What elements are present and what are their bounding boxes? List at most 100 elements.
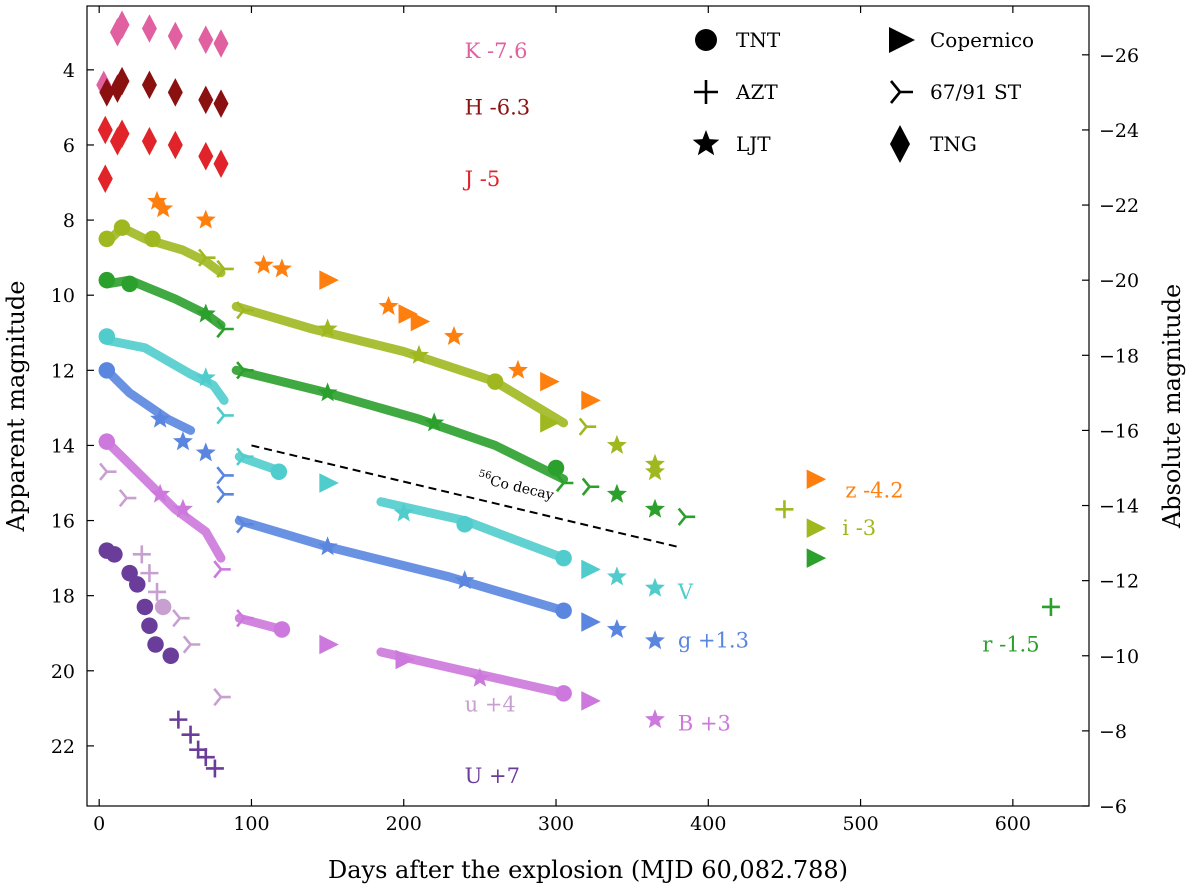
point-u (172, 609, 190, 628)
legend-label: 67/91 ST (930, 80, 1022, 104)
point-U (136, 598, 154, 616)
x-tick-label: 500 (842, 813, 878, 835)
point-H (213, 89, 229, 118)
point-i (486, 373, 504, 390)
point-z (806, 469, 827, 489)
point-H (114, 66, 130, 96)
point-u (182, 635, 201, 654)
point-V (393, 502, 414, 522)
point-J (141, 126, 157, 156)
point-g (216, 466, 234, 485)
point-u (140, 564, 159, 583)
point-r (216, 319, 234, 339)
x-axis-title: Days after the explosion (MJD 60,082.788… (328, 856, 848, 884)
point-U (147, 636, 164, 653)
point-u (99, 462, 117, 481)
point-J (97, 164, 113, 194)
point-i (540, 413, 560, 433)
point-r (677, 507, 696, 526)
point-B (150, 483, 171, 503)
legend-label: TNT (736, 28, 781, 52)
band-labels: K -7.6 H -6.3 J -5 z -4.2 i -3 r -1.5 Vg +1.3 B… (463, 39, 1040, 788)
point-z (147, 190, 167, 210)
point-z (398, 304, 419, 324)
y2-tick-label: −26 (1099, 45, 1139, 67)
legend-marker-plus (694, 80, 718, 104)
axis-ticks: 0 100 200 300 400 500 600 4 6 8 10 12 14 16 18 20 22 −26 −… (51, 6, 1139, 835)
point-r (645, 498, 665, 518)
point-U (162, 647, 180, 665)
point-i (409, 344, 429, 364)
y2-tick-label: −20 (1099, 270, 1139, 292)
point-z (153, 198, 174, 218)
point-z (410, 311, 431, 332)
point-z (540, 371, 560, 392)
point-U (196, 748, 215, 767)
point-u (148, 582, 167, 601)
point-z (508, 359, 528, 379)
legend-label: AZT (735, 80, 778, 104)
y2-tick-label: −16 (1099, 420, 1139, 442)
point-H (141, 70, 157, 100)
point-B (273, 621, 291, 638)
point-B (213, 560, 231, 579)
point-B (645, 709, 665, 729)
point-B (395, 649, 415, 670)
point-u (118, 488, 137, 508)
point-z (319, 270, 339, 290)
y-tick-label: 20 (51, 661, 75, 683)
point-V (645, 577, 665, 597)
point-r (1041, 597, 1060, 616)
band-trace-r (231, 365, 569, 484)
y2-tick-label: −22 (1099, 195, 1139, 217)
point-i (806, 518, 827, 538)
point-z (378, 296, 399, 315)
point-i (606, 434, 627, 454)
band-label-i: i -3 (842, 516, 876, 540)
point-g (317, 536, 338, 556)
y-tick-label: 22 (51, 736, 75, 758)
point-u (154, 598, 172, 616)
light-curve-bands (102, 223, 569, 698)
y2-tick-label: −12 (1099, 571, 1139, 593)
point-V (236, 447, 254, 466)
y-tick-label: 8 (63, 210, 75, 232)
point-z (195, 209, 216, 229)
point-z (253, 254, 274, 274)
y2-tick-label: −10 (1099, 646, 1139, 668)
band-trace-g (234, 516, 569, 616)
point-B (173, 498, 193, 518)
x-tick-label: 0 (93, 813, 105, 835)
point-i (98, 230, 116, 248)
legend-marker-circle (695, 29, 717, 51)
y2-tick-label: −8 (1099, 721, 1127, 743)
point-g (150, 408, 171, 428)
point-V (606, 566, 627, 586)
band-label-B: B +3 (678, 711, 731, 735)
legend-label: Copernico (930, 28, 1034, 52)
x-tick-label: 300 (538, 813, 574, 835)
y-tick-label: 6 (63, 135, 75, 157)
legend-label: TNG (930, 132, 977, 156)
y-tick-label: 10 (51, 285, 75, 307)
point-V (195, 367, 216, 387)
point-r (806, 548, 827, 568)
band-trace-i (231, 302, 569, 428)
point-g (216, 485, 234, 504)
point-K (198, 25, 214, 55)
band-label-g: g +1.3 (678, 629, 749, 653)
point-B (98, 433, 116, 450)
point-J (97, 115, 113, 145)
point-g (98, 362, 116, 379)
y2-tick-label: −14 (1099, 496, 1139, 518)
point-J (167, 130, 183, 160)
point-U (129, 576, 146, 593)
point-z (581, 390, 601, 411)
y-tick-label: 14 (51, 435, 75, 457)
point-B (581, 691, 601, 711)
band-label-V: V (677, 580, 694, 604)
y-axis-title: Apparent magnitude (2, 280, 30, 532)
point-u (213, 688, 231, 707)
band-label-H: H -6.3 (465, 95, 530, 119)
point-g (236, 515, 254, 534)
